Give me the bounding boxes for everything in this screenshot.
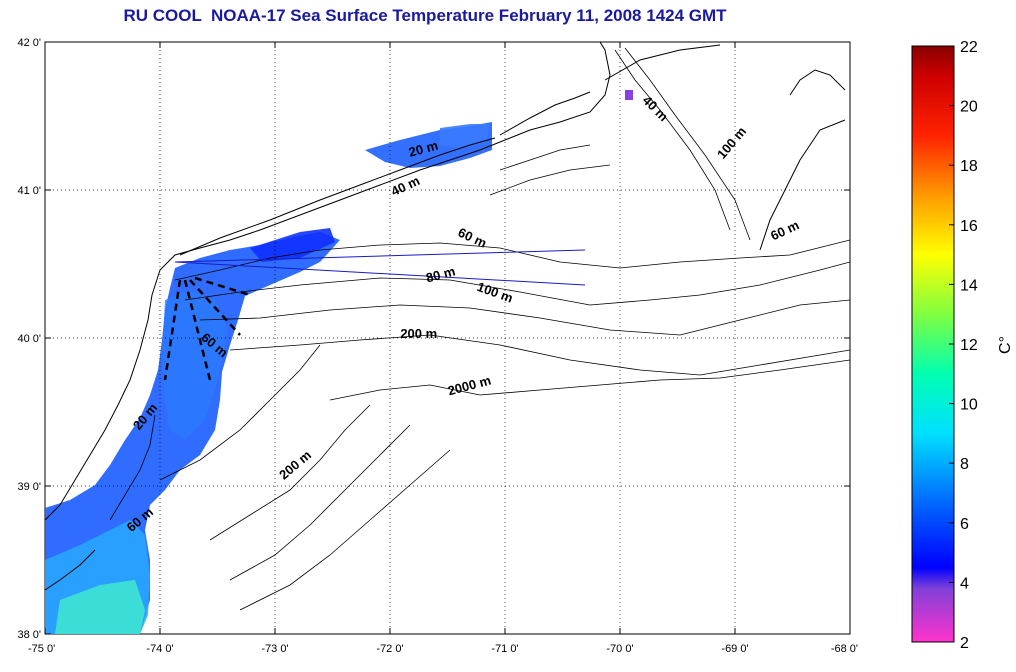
y-axis-ticks: 42 0' 41 0' 40 0' 39 0' 38 0' [17,37,850,641]
dashed-tracks [163,276,251,381]
x-tick-label: -71 0' [491,643,518,655]
y-tick-label: 41 0' [17,185,41,197]
x-tick-label: -74 0' [146,643,173,655]
colorbar-tick-label: 14 [960,277,978,294]
colorbar-unit: C° [997,336,1014,354]
colorbar-tick-label: 6 [960,516,969,533]
isobaths [109,47,850,611]
isobath-label: 20 m [407,138,440,160]
colorbar-tick-label: 20 [960,99,978,116]
colorbar-tick-label: 12 [960,337,978,354]
y-tick-label: 39 0' [17,481,41,493]
x-tick-label: -75 0' [28,643,55,655]
x-tick-label: -73 0' [261,643,288,655]
x-tick-label: -70 0' [606,643,633,655]
coastline [45,42,846,591]
colorbar: 22 20 18 16 14 12 10 8 6 4 2 C° [911,39,1014,652]
colorbar-tick-label: 16 [960,218,978,235]
colorbar-tick-label: 2 [960,635,969,652]
y-tick-label: 42 0' [17,37,41,49]
transect-lines [174,249,586,286]
isobath-label: 200 m [400,326,437,341]
x-tick-label: -72 0' [376,643,403,655]
colorbar-tick-label: 22 [960,39,978,56]
colorbar-tick-label: 8 [960,456,969,473]
x-tick-label: -69 0' [721,643,748,655]
isobath-label: 80 m [424,263,457,285]
colorbar-tick-label: 10 [960,397,978,414]
graticule [45,42,850,634]
colorbar-tick-label: 4 [960,575,969,592]
colorbar-tick-label: 18 [960,158,978,175]
x-axis-ticks: -75 0' -74 0' -73 0' -72 0' -71 0' -70 0' -69 … [28,42,858,655]
y-tick-label: 38 0' [17,629,41,641]
x-tick-label: -68 0' [831,643,858,655]
y-tick-label: 40 0' [17,333,41,345]
map-title: RU COOL NOAA-17 Sea Surface Temperature … [123,6,727,25]
